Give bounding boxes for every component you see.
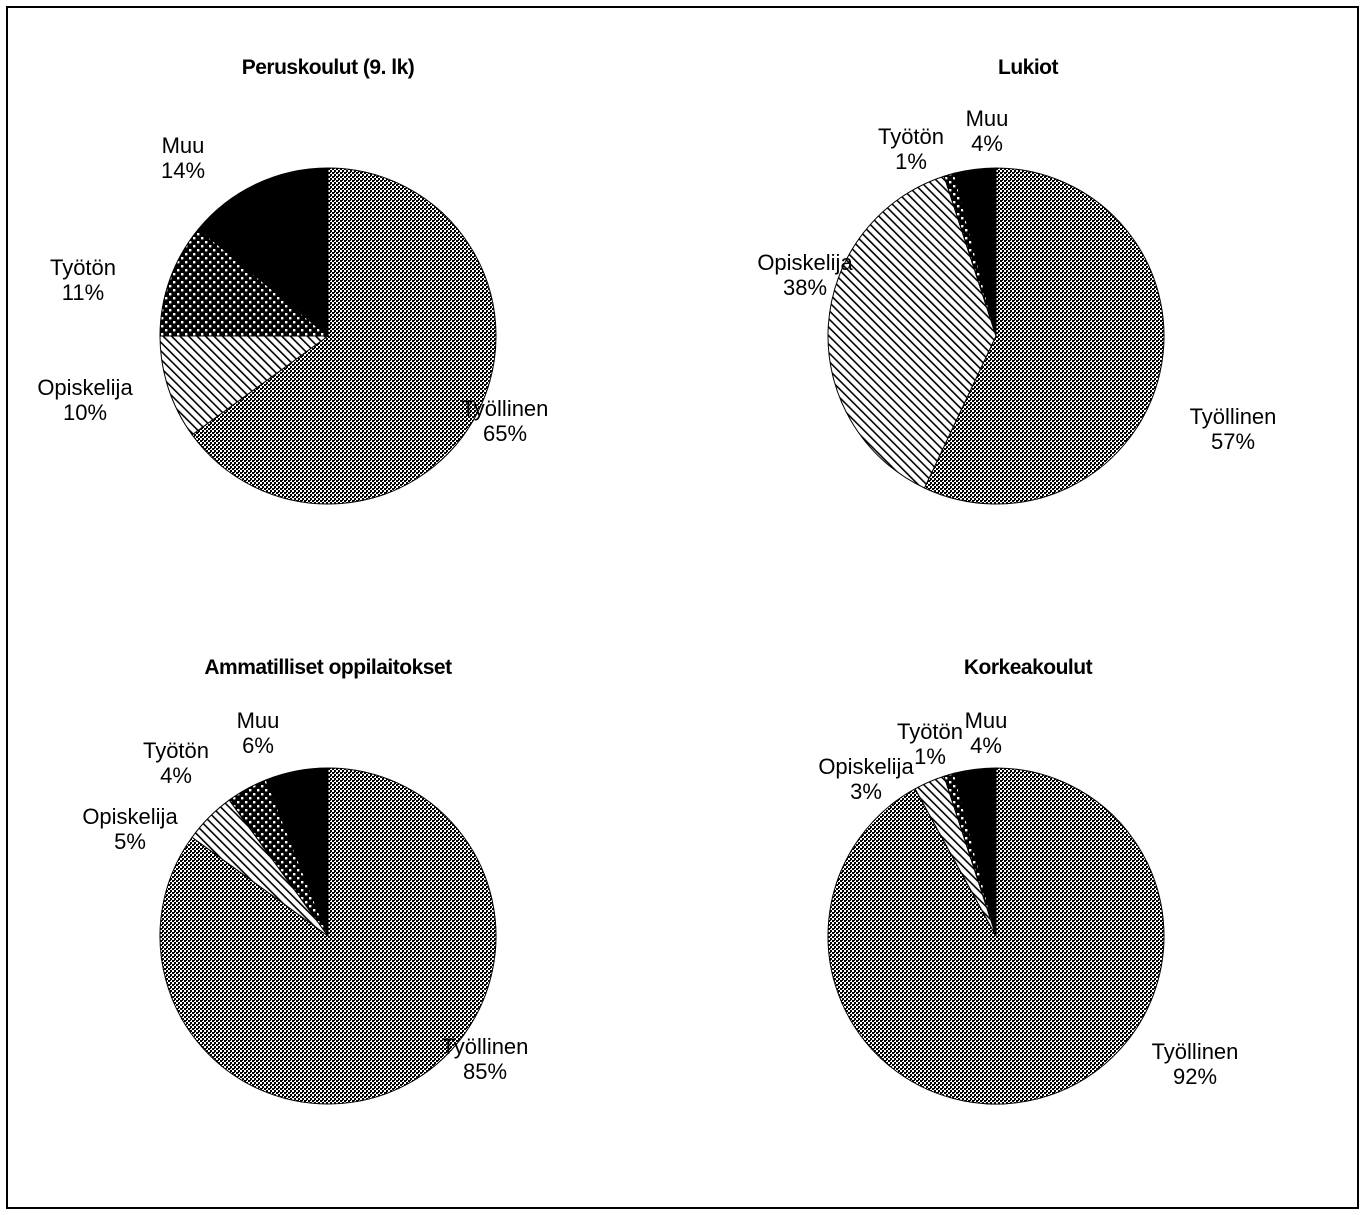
pie-slice-opiskelija [827,175,997,489]
slice-label: Opiskelija 5% [82,804,178,854]
pie-panel-ammatilliset: Ammatilliset oppilaitokset Työllinen 85% O… [48,644,608,1164]
pie-slice-ty-t-n [159,228,330,337]
slice-label: Muu 14% [161,133,205,183]
chart-title: Korkeakoulut [963,656,1093,679]
pie-panel-peruskoulut: Peruskoulut (9. lk) Työllinen 65% Opiskeli… [37,44,608,564]
slice-label: Opiskelija 38% [757,250,853,300]
slice-label: Muu 6% [237,708,280,758]
pie-slice-muu [953,167,997,337]
slice-label: Työllinen 65% [462,396,549,446]
chart-title: Lukiot [998,56,1059,79]
pie-panel-korkeakoulut: Korkeakoulut Työllinen 92% Opiskelija 3% Työ… [748,644,1308,1164]
pie-panel-lukiot: Lukiot Työllinen 57% Opiskelija 38% Työtön 1%… [748,44,1308,564]
pie-slice-muu [197,167,329,338]
chart-title: Ammatilliset oppilaitokset [204,656,452,679]
slice-label: Muu 4% [965,708,1008,758]
slice-label: Työtön 1% [878,124,944,174]
slice-label: Työllinen 57% [1190,404,1277,454]
slice-label: Opiskelija 3% [818,754,914,804]
slice-label: Työtön 11% [50,255,116,305]
chart-frame: Peruskoulut (9. lk) Työllinen 65% Opiskeli… [6,6,1359,1209]
pie-chart: Työllinen 92% Opiskelija 3%Työtön 1%Muu 4% [818,708,1239,1105]
slice-label: Työtön 4% [143,738,209,788]
slice-label: Työllinen 92% [1152,1039,1239,1089]
pie-slice-opiskelija [159,335,330,436]
pie-chart: Työllinen 85% Opiskelija 5% Työtön 4% Muu 6% [82,708,529,1105]
pie-slice-ty-llinen [923,167,1165,505]
slice-label: Opiskelija 10% [37,375,133,425]
pie-slice-muu [953,767,997,937]
pie-slice-ty-llinen [191,167,497,505]
pie-slice-ty-llinen [159,767,497,1105]
pie-chart: Työllinen 65% Opiskelija 10% Työtön 11% Muu 14% [37,133,549,505]
slice-label: Muu 4% [966,106,1009,156]
slice-label: Työtön 1% [897,719,963,769]
pie-slice-muu [265,767,329,937]
slice-label: Työllinen 85% [442,1034,529,1084]
chart-title: Peruskoulut (9. lk) [241,56,415,79]
pie-chart: Työllinen 57% Opiskelija 38% Työtön 1% Muu 4% [757,106,1277,505]
